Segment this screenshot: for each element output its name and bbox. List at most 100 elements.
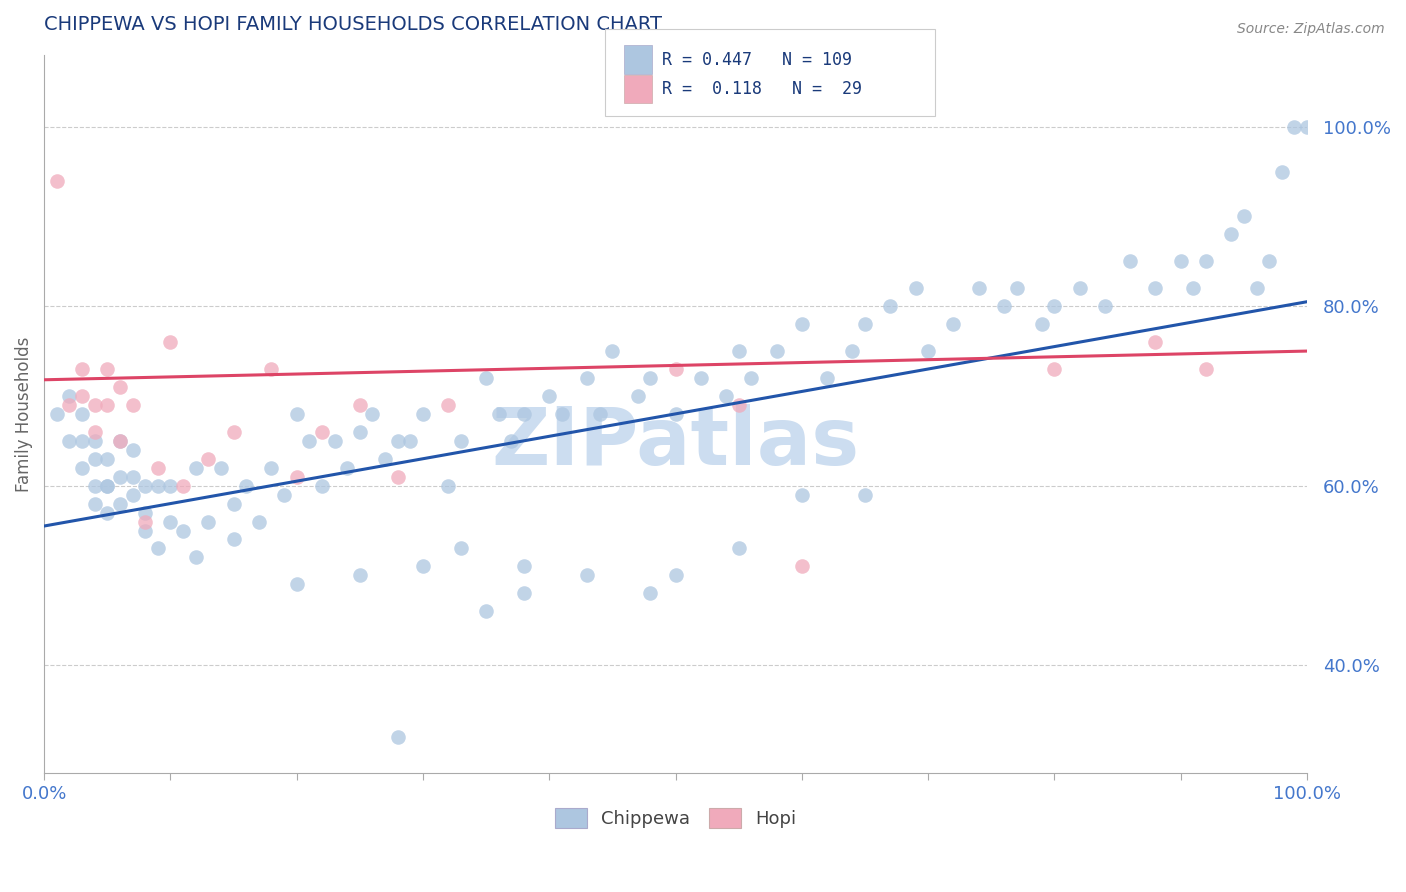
Point	[273, 488, 295, 502]
Point	[664, 568, 686, 582]
Point	[790, 559, 813, 574]
Legend: Chippewa, Hopi: Chippewa, Hopi	[547, 801, 804, 836]
Point	[513, 586, 536, 600]
Point	[70, 434, 93, 448]
Point	[197, 451, 219, 466]
Point	[96, 451, 118, 466]
Point	[323, 434, 346, 448]
Point	[1069, 281, 1091, 295]
Point	[58, 398, 80, 412]
Point	[108, 434, 131, 448]
Point	[83, 425, 105, 439]
Point	[159, 515, 181, 529]
Point	[501, 434, 523, 448]
Point	[349, 568, 371, 582]
Point	[853, 488, 876, 502]
Text: Source: ZipAtlas.com: Source: ZipAtlas.com	[1237, 22, 1385, 37]
Point	[260, 460, 283, 475]
Point	[1119, 254, 1142, 268]
Point	[841, 344, 863, 359]
Point	[513, 407, 536, 421]
Point	[664, 362, 686, 376]
Point	[1031, 317, 1053, 331]
Point	[412, 407, 434, 421]
Point	[551, 407, 574, 421]
Point	[727, 398, 749, 412]
Point	[904, 281, 927, 295]
Point	[1258, 254, 1281, 268]
Point	[222, 425, 245, 439]
Point	[475, 604, 498, 618]
Y-axis label: Family Households: Family Households	[15, 336, 32, 491]
Point	[146, 460, 169, 475]
Point	[349, 398, 371, 412]
Point	[298, 434, 321, 448]
Point	[1271, 164, 1294, 178]
Point	[172, 478, 194, 492]
Point	[83, 434, 105, 448]
Point	[640, 586, 662, 600]
Point	[222, 497, 245, 511]
Point	[134, 506, 156, 520]
Point	[815, 371, 838, 385]
Point	[108, 380, 131, 394]
Point	[1296, 120, 1319, 134]
Point	[108, 497, 131, 511]
Point	[96, 478, 118, 492]
Text: R = 0.447   N = 109: R = 0.447 N = 109	[662, 51, 852, 69]
Point	[134, 524, 156, 538]
Point	[96, 362, 118, 376]
Point	[83, 398, 105, 412]
Point	[311, 478, 333, 492]
Point	[1144, 335, 1167, 350]
Point	[714, 389, 737, 403]
Point	[790, 317, 813, 331]
Point	[260, 362, 283, 376]
Point	[1182, 281, 1205, 295]
Point	[58, 434, 80, 448]
Point	[765, 344, 787, 359]
Point	[1094, 299, 1116, 313]
Point	[967, 281, 990, 295]
Text: ZIPatlas: ZIPatlas	[492, 403, 859, 482]
Point	[146, 541, 169, 556]
Point	[1246, 281, 1268, 295]
Point	[184, 550, 207, 565]
Point	[159, 335, 181, 350]
Point	[108, 469, 131, 483]
Point	[96, 478, 118, 492]
Point	[1233, 210, 1256, 224]
Point	[349, 425, 371, 439]
Point	[172, 524, 194, 538]
Point	[450, 434, 472, 448]
Point	[374, 451, 396, 466]
Point	[197, 515, 219, 529]
Point	[689, 371, 711, 385]
Point	[96, 398, 118, 412]
Point	[134, 478, 156, 492]
Point	[664, 407, 686, 421]
Point	[387, 730, 409, 744]
Point	[727, 344, 749, 359]
Point	[83, 478, 105, 492]
Point	[121, 398, 143, 412]
Point	[311, 425, 333, 439]
Point	[361, 407, 384, 421]
Point	[917, 344, 939, 359]
Point	[387, 434, 409, 448]
Point	[727, 541, 749, 556]
Point	[247, 515, 270, 529]
Point	[83, 451, 105, 466]
Point	[538, 389, 561, 403]
Point	[121, 469, 143, 483]
Point	[1043, 362, 1066, 376]
Point	[513, 559, 536, 574]
Point	[108, 434, 131, 448]
Point	[1195, 362, 1218, 376]
Point	[146, 478, 169, 492]
Point	[450, 541, 472, 556]
Point	[437, 478, 460, 492]
Point	[222, 533, 245, 547]
Point	[1005, 281, 1028, 295]
Point	[1195, 254, 1218, 268]
